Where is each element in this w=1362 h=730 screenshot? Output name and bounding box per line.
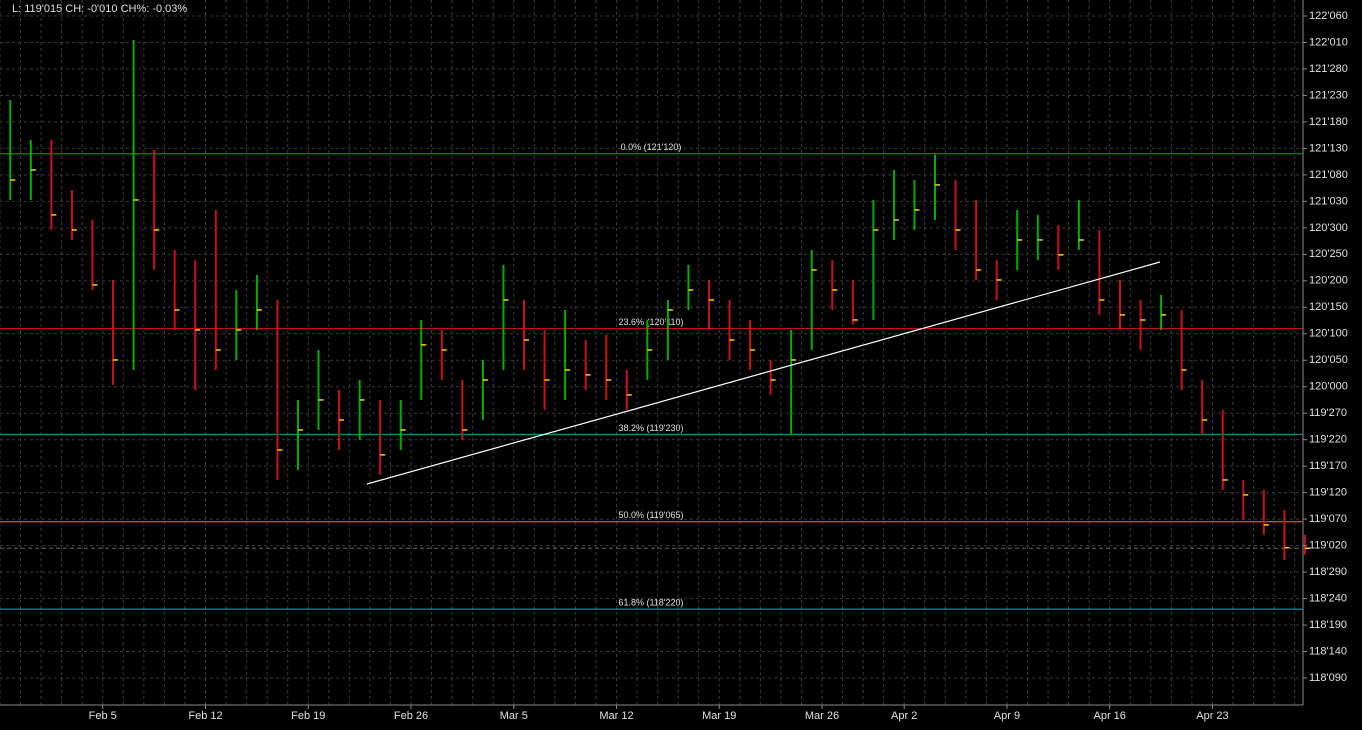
y-tick-label: 121'080 (1309, 169, 1348, 181)
y-tick-label: 121'130 (1309, 142, 1348, 154)
y-tick-label: 119'170 (1309, 460, 1347, 472)
x-tick-label: Feb 12 (188, 710, 222, 722)
fib-level-label: 50.0% (119'065) (618, 510, 683, 520)
y-tick-label: 121'280 (1309, 63, 1348, 75)
x-tick-label: Mar 12 (599, 710, 633, 722)
x-tick-label: Mar 5 (500, 710, 528, 722)
x-tick-label: Apr 23 (1196, 710, 1228, 722)
y-tick-label: 121'030 (1309, 195, 1348, 207)
y-tick-label: 119'070 (1309, 513, 1347, 525)
y-tick-label: 120'050 (1309, 354, 1348, 366)
y-tick-label: 122'010 (1309, 36, 1348, 48)
y-tick-label: 119'270 (1309, 407, 1347, 419)
y-tick-label: 118'090 (1309, 672, 1347, 684)
y-tick-label: 118'290 (1309, 566, 1347, 578)
fib-level-label: 23.6% (120'110) (618, 317, 683, 327)
y-tick-label: 120'100 (1309, 328, 1348, 340)
x-tick-label: Mar 26 (805, 710, 839, 722)
y-tick-label: 118'240 (1309, 592, 1347, 604)
y-tick-label: 120'250 (1309, 248, 1348, 260)
y-tick-label: 119'020 (1309, 540, 1347, 552)
fib-levels: 0.0% (121'120) 23.6% (120'110) 38.2% (119'… (0, 142, 1303, 610)
x-tick-label: Apr 9 (994, 710, 1020, 722)
price-bars (0, 39, 1310, 560)
fib-level-label: 61.8% (118'220) (618, 598, 683, 608)
price-info: L: 119'015 CH: -0'010 CH%: -0.03% (12, 3, 187, 15)
y-tick-label: 120'000 (1309, 381, 1348, 393)
fib-level-label: 0.0% (121'120) (621, 142, 682, 152)
axis-labels: 122'060 122'010 121'280 121'230 121'180 121'1… (89, 10, 1348, 722)
y-tick-label: 118'140 (1309, 645, 1347, 657)
y-tick-label: 121'180 (1309, 116, 1348, 128)
y-tick-label: 122'060 (1309, 10, 1348, 22)
fib-level-label: 38.2% (119'230) (618, 423, 683, 433)
x-tick-label: Feb 5 (89, 710, 117, 722)
trendline (366, 261, 1161, 485)
x-tick-label: Apr 16 (1093, 710, 1125, 722)
y-tick-label: 119'220 (1309, 434, 1347, 446)
x-tick-label: Apr 2 (891, 710, 917, 722)
y-tick-label: 121'230 (1309, 89, 1348, 101)
y-tick-label: 120'150 (1309, 301, 1348, 313)
y-tick-label: 119'120 (1309, 487, 1347, 499)
x-tick-label: Feb 19 (291, 710, 325, 722)
x-tick-label: Feb 26 (394, 710, 428, 722)
x-tick-label: Mar 19 (702, 710, 736, 722)
y-tick-label: 120'200 (1309, 275, 1348, 287)
y-tick-label: 118'190 (1309, 619, 1347, 631)
y-tick-label: 120'300 (1309, 222, 1348, 234)
grid-layer (0, 0, 1303, 705)
